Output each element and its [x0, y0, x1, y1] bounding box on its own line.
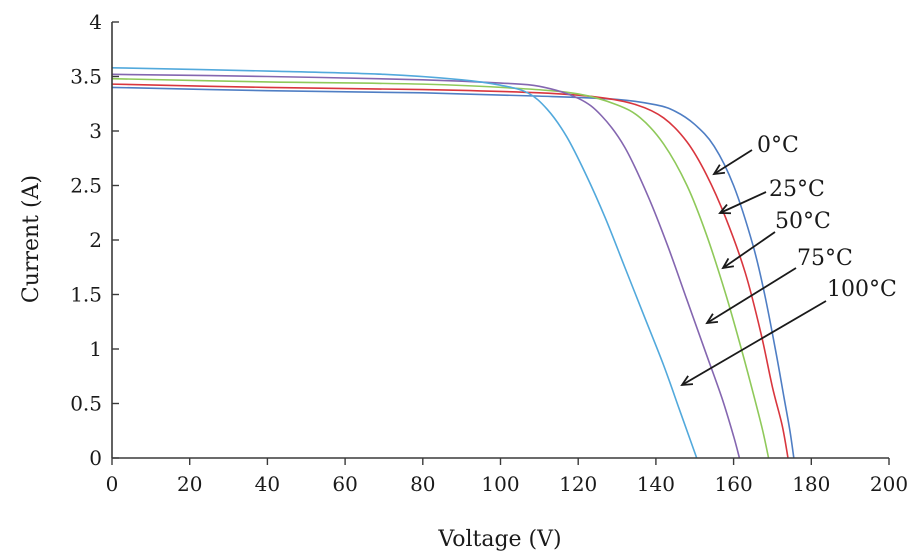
temperature-annotations: 0°C 25°C 50°C 75°C 100°C: [680, 133, 897, 387]
y-tick-label: 0.5: [70, 392, 102, 416]
y-tick-label: 3: [89, 119, 102, 143]
annotation-arrow-3: [706, 267, 797, 324]
x-tick-label: 60: [332, 472, 357, 496]
annotation-arrowhead-1: [718, 203, 732, 215]
annotation-label-4: 100°C: [827, 277, 897, 302]
series-line-4: [111, 66, 698, 459]
x-tick-label: 40: [255, 472, 280, 496]
y-tick-label: 2: [89, 228, 102, 252]
series-line-0: [111, 86, 795, 459]
y-axis-title: Current (A): [19, 175, 44, 303]
y-axis-ticks: 0 0.5 1 1.5 2 2.5 3 3.5 4: [70, 10, 119, 470]
y-tick-label: 1.5: [70, 283, 102, 307]
x-tick-label: 200: [870, 472, 908, 496]
x-tick-label: 140: [637, 472, 675, 496]
x-tick-label: 100: [481, 472, 519, 496]
x-axis-title: Voltage (V): [437, 527, 561, 552]
x-tick-label: 160: [715, 472, 753, 496]
x-tick-label: 20: [177, 472, 202, 496]
y-tick-label: 0: [89, 446, 102, 470]
annotation-label-1: 25°C: [769, 177, 825, 202]
annotation-arrowhead-0: [712, 164, 726, 176]
series-line-3: [111, 73, 741, 459]
y-tick-label: 1: [89, 337, 102, 361]
annotation-arrow-1: [719, 191, 767, 214]
y-tick-label: 2.5: [70, 174, 102, 198]
series-line-2: [111, 77, 770, 459]
annotation-arrow-0: [713, 149, 753, 175]
series-layer: [111, 66, 795, 459]
annotation-arrow-4: [681, 300, 827, 386]
annotation-arrowhead-3: [705, 313, 719, 325]
annotation-label-3: 75°C: [797, 246, 853, 271]
y-tick-label: 3.5: [70, 65, 102, 89]
annotation-arrow-2: [722, 231, 776, 269]
annotation-label-0: 0°C: [757, 133, 799, 158]
x-axis-ticks: 0 20 40 60 80 100 120 140 160 180 200: [106, 458, 908, 496]
annotation-arrowhead-4: [680, 375, 694, 387]
x-tick-label: 180: [792, 472, 830, 496]
annotation-label-2: 50°C: [775, 209, 831, 234]
x-tick-label: 120: [559, 472, 597, 496]
x-tick-label: 80: [410, 472, 435, 496]
x-tick-label: 0: [106, 472, 119, 496]
y-tick-label: 4: [89, 10, 102, 34]
annotation-arrowhead-2: [721, 257, 735, 270]
series-line-1: [111, 83, 789, 459]
